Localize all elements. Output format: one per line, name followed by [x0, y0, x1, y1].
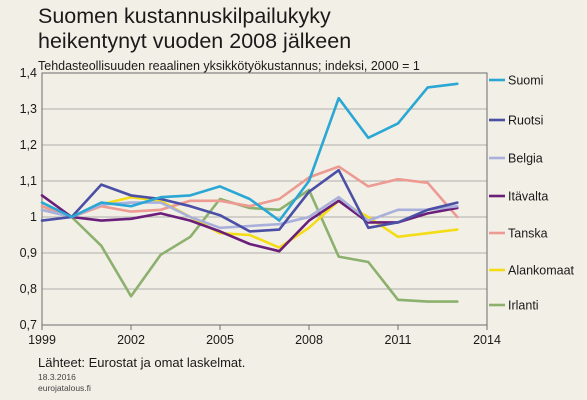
chart-subtitle: Tehdasteollisuuden reaalinen yksikkötyök…: [38, 59, 420, 73]
y-tick-label: 1: [30, 210, 37, 224]
x-tick-label: 1999: [28, 333, 56, 347]
x-tick-label: 2008: [295, 333, 323, 347]
series-line-suomi: [40, 82, 459, 222]
legend-label: Ruotsi: [508, 114, 543, 128]
grid: [42, 72, 487, 326]
x-tick-label: 2002: [117, 333, 145, 347]
legend-label: Belgia: [508, 152, 543, 166]
chart-title: Suomen kustannuskilpailukyky heikentynyt…: [38, 4, 352, 53]
site-credit: eurojatalous.fi: [38, 383, 91, 393]
series-line-ruotsi: [40, 168, 459, 233]
legend-label: Irlanti: [508, 299, 539, 313]
series-group: [40, 82, 459, 303]
y-tick-label: 1,3: [20, 102, 37, 116]
y-tick-label: 1,1: [20, 174, 37, 188]
y-tick-label: 0,7: [20, 318, 37, 332]
series-line-irlanti: [40, 188, 459, 303]
publish-date: 18.3.2016: [38, 372, 76, 382]
series-line-tanska: [40, 165, 459, 219]
y-tick-label: 0,9: [20, 246, 37, 260]
axes: 0,7 0,8 0,9 1 1,1 1,2 1,3 1,4 1999 2002 2005 2008 20…: [20, 66, 501, 347]
series-line-alankomaat: [40, 195, 459, 249]
y-tick-label: 1,4: [20, 66, 37, 80]
source-note: Lähteet: Eurostat ja omat laskelmat.: [38, 355, 246, 370]
legend-label: Tanska: [508, 227, 548, 241]
series-line-itävalta: [40, 194, 459, 253]
legend: Suomi Ruotsi Belgia Itävalta Tanska Alankomaa…: [489, 74, 575, 313]
plot-frame: [41, 72, 488, 326]
legend-label: Itävalta: [508, 190, 548, 204]
y-tick-label: 1,2: [20, 138, 37, 152]
legend-label: Suomi: [508, 74, 543, 88]
x-tick-label: 2014: [473, 333, 501, 347]
legend-label: Alankomaat: [508, 264, 575, 278]
y-tick-label: 0,8: [20, 282, 37, 296]
x-tick-label: 2011: [385, 333, 412, 347]
x-tick-label: 2005: [206, 333, 234, 347]
